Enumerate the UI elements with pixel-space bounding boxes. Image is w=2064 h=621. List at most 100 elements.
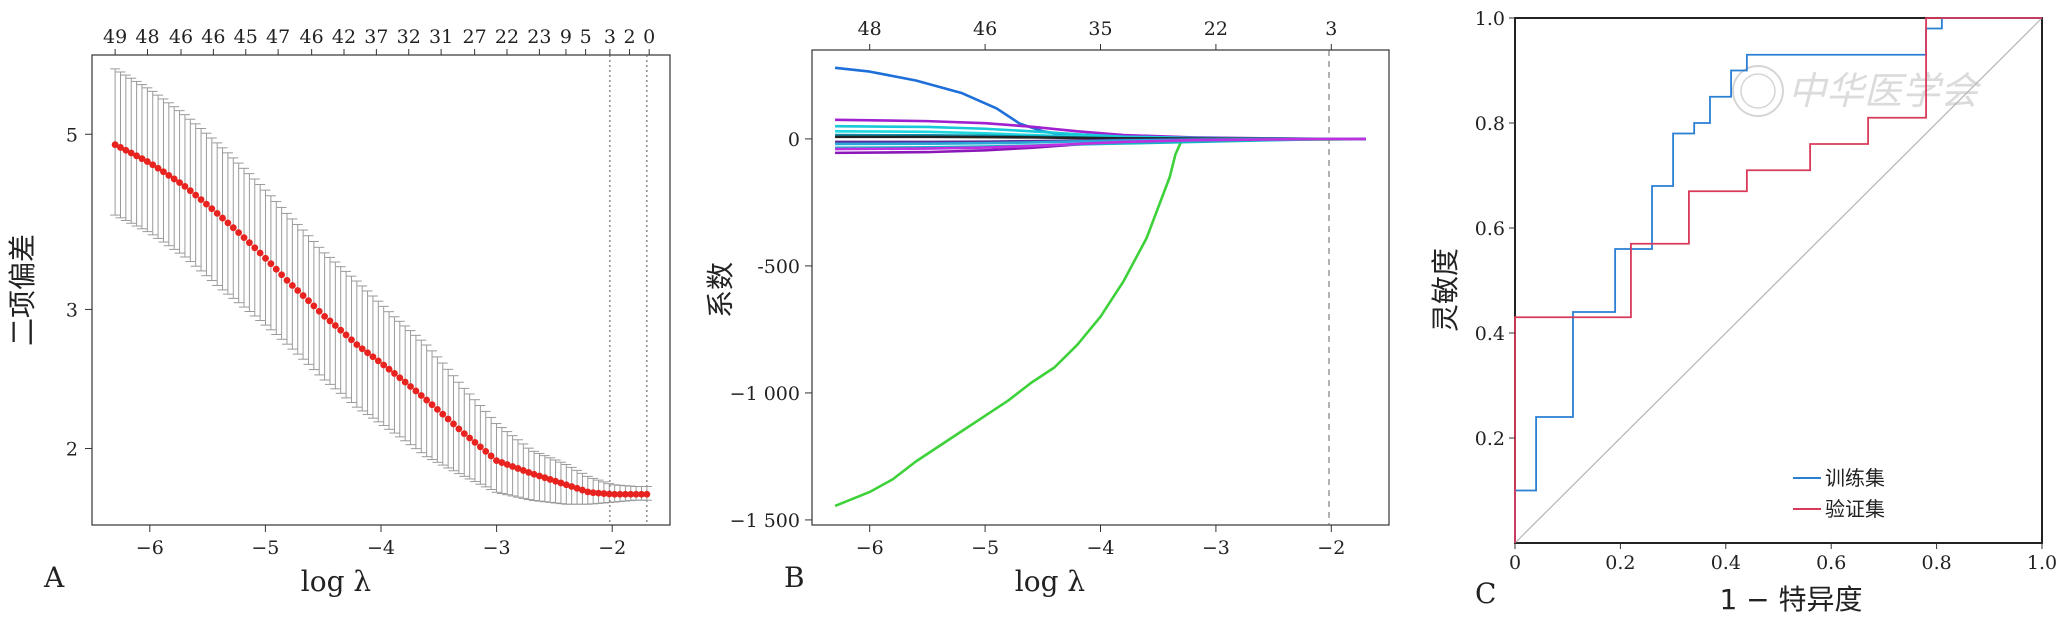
legend: 训练集 验证集 (1793, 466, 1885, 521)
cv-point (380, 361, 388, 369)
x-tick-label: 0.8 (1921, 552, 1951, 574)
cv-point (342, 331, 350, 339)
cv-point (498, 459, 506, 466)
top-tick-label: 31 (429, 26, 453, 48)
x-tick-label: −6 (136, 537, 164, 559)
cv-point (616, 490, 624, 498)
x-tick-label: 0.4 (1711, 552, 1741, 574)
panel-a-xlabel: log λ (301, 565, 371, 598)
cv-point (514, 465, 522, 472)
top-tick-label: 46 (973, 18, 997, 40)
cv-point (589, 489, 597, 497)
panel-c-ylabel: 灵敏度 (1429, 248, 1462, 332)
cv-point (638, 490, 645, 498)
cv-point (127, 149, 135, 157)
top-tick-label: 22 (495, 26, 519, 48)
cv-point (251, 244, 259, 252)
cv-point (186, 187, 194, 195)
cv-point (149, 161, 157, 169)
cv-point (203, 200, 210, 208)
top-tick-label: 42 (332, 26, 356, 48)
panel-c-frame (1514, 17, 2043, 544)
cv-point (385, 365, 393, 373)
y-tick-label: -500 (757, 256, 800, 278)
panel-a-frame (91, 54, 671, 526)
y-tick-label: 1.0 (1475, 8, 1505, 30)
cv-point (208, 205, 216, 213)
top-tick-label: 46 (201, 26, 225, 48)
y-tick-label: −1 500 (730, 510, 800, 532)
cv-point (584, 488, 592, 496)
cv-point (315, 307, 323, 315)
x-tick-label: 0 (1509, 552, 1521, 574)
top-tick-label: 45 (234, 26, 258, 48)
top-tick-label: 48 (858, 18, 882, 40)
coef-path-1 (834, 137, 1366, 508)
cv-point (579, 486, 586, 494)
cv-point (353, 341, 361, 349)
legend-label-val: 验证集 (1825, 497, 1885, 521)
cv-point (611, 490, 619, 498)
top-tick-label: 37 (364, 26, 388, 48)
panel-a: −6 −5 −4 −3 −2 235 49 48 46 46 45 47 46 42 37 32 31 27 2… (6, 26, 671, 598)
cv-point (407, 383, 414, 390)
top-tick-label: 0 (643, 26, 655, 48)
cv-point (358, 345, 366, 353)
coef-path-11 (835, 137, 1366, 151)
top-tick-label: 5 (580, 26, 592, 48)
cv-point (466, 434, 474, 442)
x-tick-label: −3 (1202, 537, 1230, 559)
cv-point (391, 370, 398, 377)
cv-point (600, 490, 608, 497)
top-tick-label: 9 (560, 26, 572, 48)
y-tick-label: 3 (66, 299, 78, 321)
cv-point (455, 425, 463, 433)
top-tick-label: 2 (623, 26, 635, 48)
top-tick-label: 3 (604, 26, 616, 48)
cv-point (192, 191, 200, 199)
cv-point (487, 452, 495, 460)
x-tick-label: −4 (367, 537, 395, 559)
panel-b-letter: B (784, 561, 805, 594)
cv-point (272, 265, 280, 273)
y-tick-label: 0.8 (1475, 113, 1505, 135)
top-tick-label: 22 (1204, 18, 1228, 40)
top-tick-label: 47 (266, 26, 290, 48)
cv-point (562, 481, 570, 489)
cv-point (224, 219, 232, 227)
y-tick-label: 0.4 (1475, 323, 1505, 345)
y-tick-label: −1 000 (730, 383, 800, 405)
cv-point (530, 470, 538, 478)
cv-point (493, 457, 500, 464)
cv-point (536, 472, 543, 480)
x-tick-label: −3 (483, 537, 511, 559)
cv-point (138, 155, 146, 163)
cv-point (256, 249, 264, 257)
cv-point (439, 410, 447, 418)
top-tick-label: 35 (1088, 18, 1112, 40)
cv-point (305, 297, 312, 305)
cv-point (546, 476, 554, 483)
top-tick-label: 49 (103, 26, 127, 48)
cv-point (283, 276, 291, 284)
cv-point (476, 443, 484, 451)
legend-label-train: 训练集 (1825, 466, 1885, 490)
cv-point (246, 239, 253, 247)
panel-b: −6 −5 −4 −3 −2 0 -500 −1 000 −1 500 48 46 35 22 3 l… (704, 18, 1390, 598)
y-tick-label: 0.6 (1475, 218, 1505, 240)
cv-point (143, 158, 151, 165)
cv-point (509, 463, 516, 470)
cv-point (573, 484, 581, 492)
reference-diagonal (1514, 17, 2043, 544)
cv-point (267, 260, 275, 268)
y-tick-label: 0 (788, 129, 800, 151)
cv-point (262, 254, 269, 262)
cv-point (294, 287, 302, 294)
cv-point (364, 349, 371, 357)
cv-point (337, 326, 345, 334)
cv-point (160, 168, 167, 176)
cv-point (482, 447, 490, 455)
cv-point (122, 146, 130, 154)
x-tick-label: 1.0 (2027, 552, 2057, 574)
cv-point (299, 292, 307, 299)
